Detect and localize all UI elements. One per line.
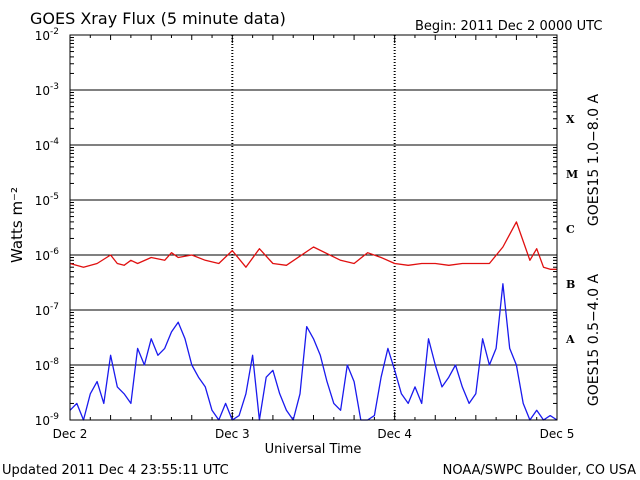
flare-class-label: X bbox=[566, 113, 575, 126]
flare-class-label: A bbox=[565, 333, 575, 346]
y-tick-label: 10-6 bbox=[35, 247, 60, 263]
y-tick-label: 10-2 bbox=[35, 27, 59, 43]
flare-class-label: C bbox=[566, 223, 575, 236]
gridlines bbox=[70, 35, 557, 420]
y-tick-label: 10-3 bbox=[35, 82, 59, 98]
series-line-short bbox=[69, 283, 558, 421]
y-tick-label: 10-4 bbox=[35, 137, 60, 153]
x-tick-label: Dec 4 bbox=[377, 427, 412, 441]
y-tick-label: 10-8 bbox=[35, 357, 60, 373]
flare-class-label: M bbox=[566, 168, 578, 181]
series-lines bbox=[69, 221, 558, 421]
flare-class-labels: A B C M X bbox=[565, 113, 578, 346]
y-tick-label: 10-9 bbox=[35, 412, 60, 428]
y-tick-label: 10-7 bbox=[35, 302, 59, 318]
x-tick-label: Dec 5 bbox=[540, 427, 575, 441]
x-tick-label: Dec 3 bbox=[215, 427, 250, 441]
x-tick-labels: Dec 2 Dec 3 Dec 4 Dec 5 bbox=[53, 427, 575, 441]
x-axis-label: Universal Time bbox=[265, 442, 362, 457]
y-tick-labels: 10-9 10-8 10-7 10-6 10-5 10-4 10-3 10-2 bbox=[35, 27, 60, 428]
chart-title: GOES Xray Flux (5 minute data) bbox=[30, 9, 286, 28]
legend-series-short: GOES15 0.5−4.0 A bbox=[586, 274, 602, 407]
series-line-long bbox=[69, 221, 557, 270]
y-tick-label: 10-5 bbox=[35, 192, 59, 208]
begin-time: Begin: 2011 Dec 2 0000 UTC bbox=[415, 19, 602, 34]
y-axis-label: Watts m⁻² bbox=[8, 187, 26, 263]
source-credit: NOAA/SWPC Boulder, CO USA bbox=[443, 463, 636, 478]
flare-class-label: B bbox=[566, 278, 575, 291]
x-tick-label: Dec 2 bbox=[53, 427, 88, 441]
legend-series-long: GOES15 1.0−8.0 A bbox=[586, 94, 602, 227]
plot-frame bbox=[69, 34, 558, 421]
updated-timestamp: Updated 2011 Dec 4 23:55:11 UTC bbox=[2, 463, 229, 478]
